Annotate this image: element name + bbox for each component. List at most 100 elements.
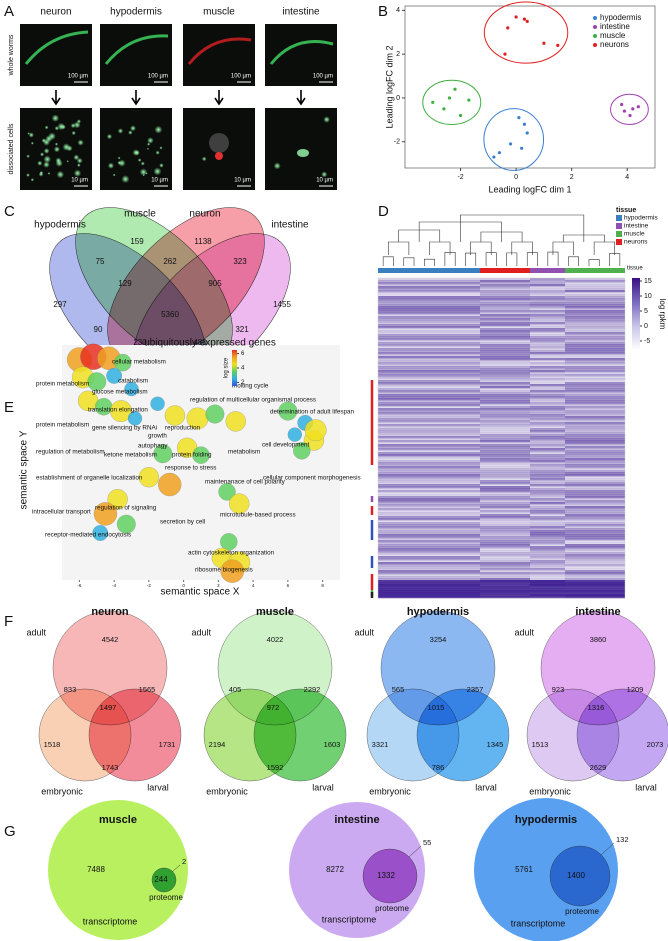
heatmap-cell [565, 384, 625, 387]
heatmap-cell [530, 298, 565, 301]
heatmap-cell [530, 466, 565, 469]
heatmap-cell [530, 316, 565, 319]
heatmap-cell [480, 396, 530, 399]
cluster-ellipse [483, 108, 545, 171]
heatmap-cell [530, 286, 565, 289]
heatmap-cell [530, 586, 565, 589]
set-label: larval [312, 782, 334, 792]
cluster-ellipse [483, 1, 569, 64]
count: 3254 [430, 635, 447, 644]
panel-label: C [4, 203, 15, 220]
count: 565 [392, 685, 405, 694]
heatmap-cell [530, 310, 565, 313]
term-label: response to stress [165, 465, 216, 472]
cell [26, 154, 30, 158]
heatmap-cell [530, 480, 565, 483]
heatmap-cell [530, 550, 565, 553]
heatmap-cell [565, 580, 625, 583]
heatmap-cell [378, 280, 480, 283]
count: 923 [552, 685, 565, 694]
count: 1743 [102, 763, 119, 772]
heatmap-cell [378, 344, 480, 347]
panel-label: D [378, 203, 389, 220]
count: 972 [267, 703, 280, 712]
heatmap-cell [480, 370, 530, 373]
heatmap-cell [378, 494, 480, 497]
heatmap-cell [565, 570, 625, 573]
heatmap-cell [378, 492, 480, 495]
heatmap-cell [530, 406, 565, 409]
heatmap-cell [530, 308, 565, 311]
heatmap-cell [530, 304, 565, 307]
bubble [220, 533, 238, 551]
heatmap-cell [480, 444, 530, 447]
heatmap-cell [565, 430, 625, 433]
heatmap-cell [530, 588, 565, 591]
cell [44, 125, 49, 130]
heatmap-cell [480, 392, 530, 395]
heatmap-cell [480, 280, 530, 283]
point [517, 116, 521, 120]
heatmap-cell [480, 564, 530, 567]
heatmap-cell [378, 364, 480, 367]
count: 1513 [532, 740, 549, 749]
heatmap-cell [480, 300, 530, 303]
heatmap-cell [480, 454, 530, 457]
count: 297 [53, 300, 67, 309]
heatmap-cell [480, 398, 530, 401]
heatmap-cell [480, 548, 530, 551]
bubble [116, 514, 136, 534]
heatmap-cell [378, 456, 480, 459]
cell [215, 152, 223, 160]
heatmap-cell [565, 568, 625, 571]
heatmap-cell [530, 438, 565, 441]
heatmap-cell [530, 402, 565, 405]
heatmap-cell [480, 586, 530, 589]
x-tick-label: -4 [112, 583, 116, 588]
leader [408, 845, 422, 858]
heatmap-cell [530, 358, 565, 361]
heatmap-cell [565, 564, 625, 567]
heatmap-cell [480, 506, 530, 509]
heatmap-cell [530, 510, 565, 513]
heatmap-cell [378, 286, 480, 289]
heatmap-cell [378, 438, 480, 441]
point [458, 113, 463, 118]
heatmap-cell [480, 354, 530, 357]
heatmap-cell [530, 280, 565, 283]
heatmap-cell [530, 318, 565, 321]
heatmap-cell [530, 284, 565, 287]
heatmap-cell [530, 494, 565, 497]
set-label: adult [26, 627, 46, 637]
heatmap-cell [480, 440, 530, 443]
heatmap-cell [565, 356, 625, 359]
set-label: adult [354, 627, 374, 637]
heatmap-cell [378, 448, 480, 451]
heatmap-cell [530, 470, 565, 473]
venn-set [416, 688, 510, 782]
heatmap-cell [378, 356, 480, 359]
heatmap-cell [565, 314, 625, 317]
point [514, 15, 518, 19]
heatmap-cell [480, 566, 530, 569]
colorbar [232, 350, 237, 386]
count: 2629 [590, 763, 607, 772]
heatmap-cell [565, 588, 625, 591]
heatmap-cell [530, 512, 565, 515]
cell [26, 173, 30, 177]
x-tick-label: 0 [182, 583, 185, 588]
heatmap-cell [565, 296, 625, 299]
cell [43, 138, 50, 146]
heatmap-cell [480, 302, 530, 305]
heatmap-cell [378, 376, 480, 379]
heatmap-cell [565, 468, 625, 471]
heatmap-cell [565, 542, 625, 545]
heatmap-cell [565, 326, 625, 329]
heatmap-cell [565, 586, 625, 589]
heatmap-cell [480, 400, 530, 403]
plot-title: ubiquitously expressed genes [144, 338, 276, 349]
heatmap-cell [565, 300, 625, 303]
heatmap-cell [378, 294, 480, 297]
bubble [225, 411, 246, 432]
heatmap-cell [480, 394, 530, 397]
